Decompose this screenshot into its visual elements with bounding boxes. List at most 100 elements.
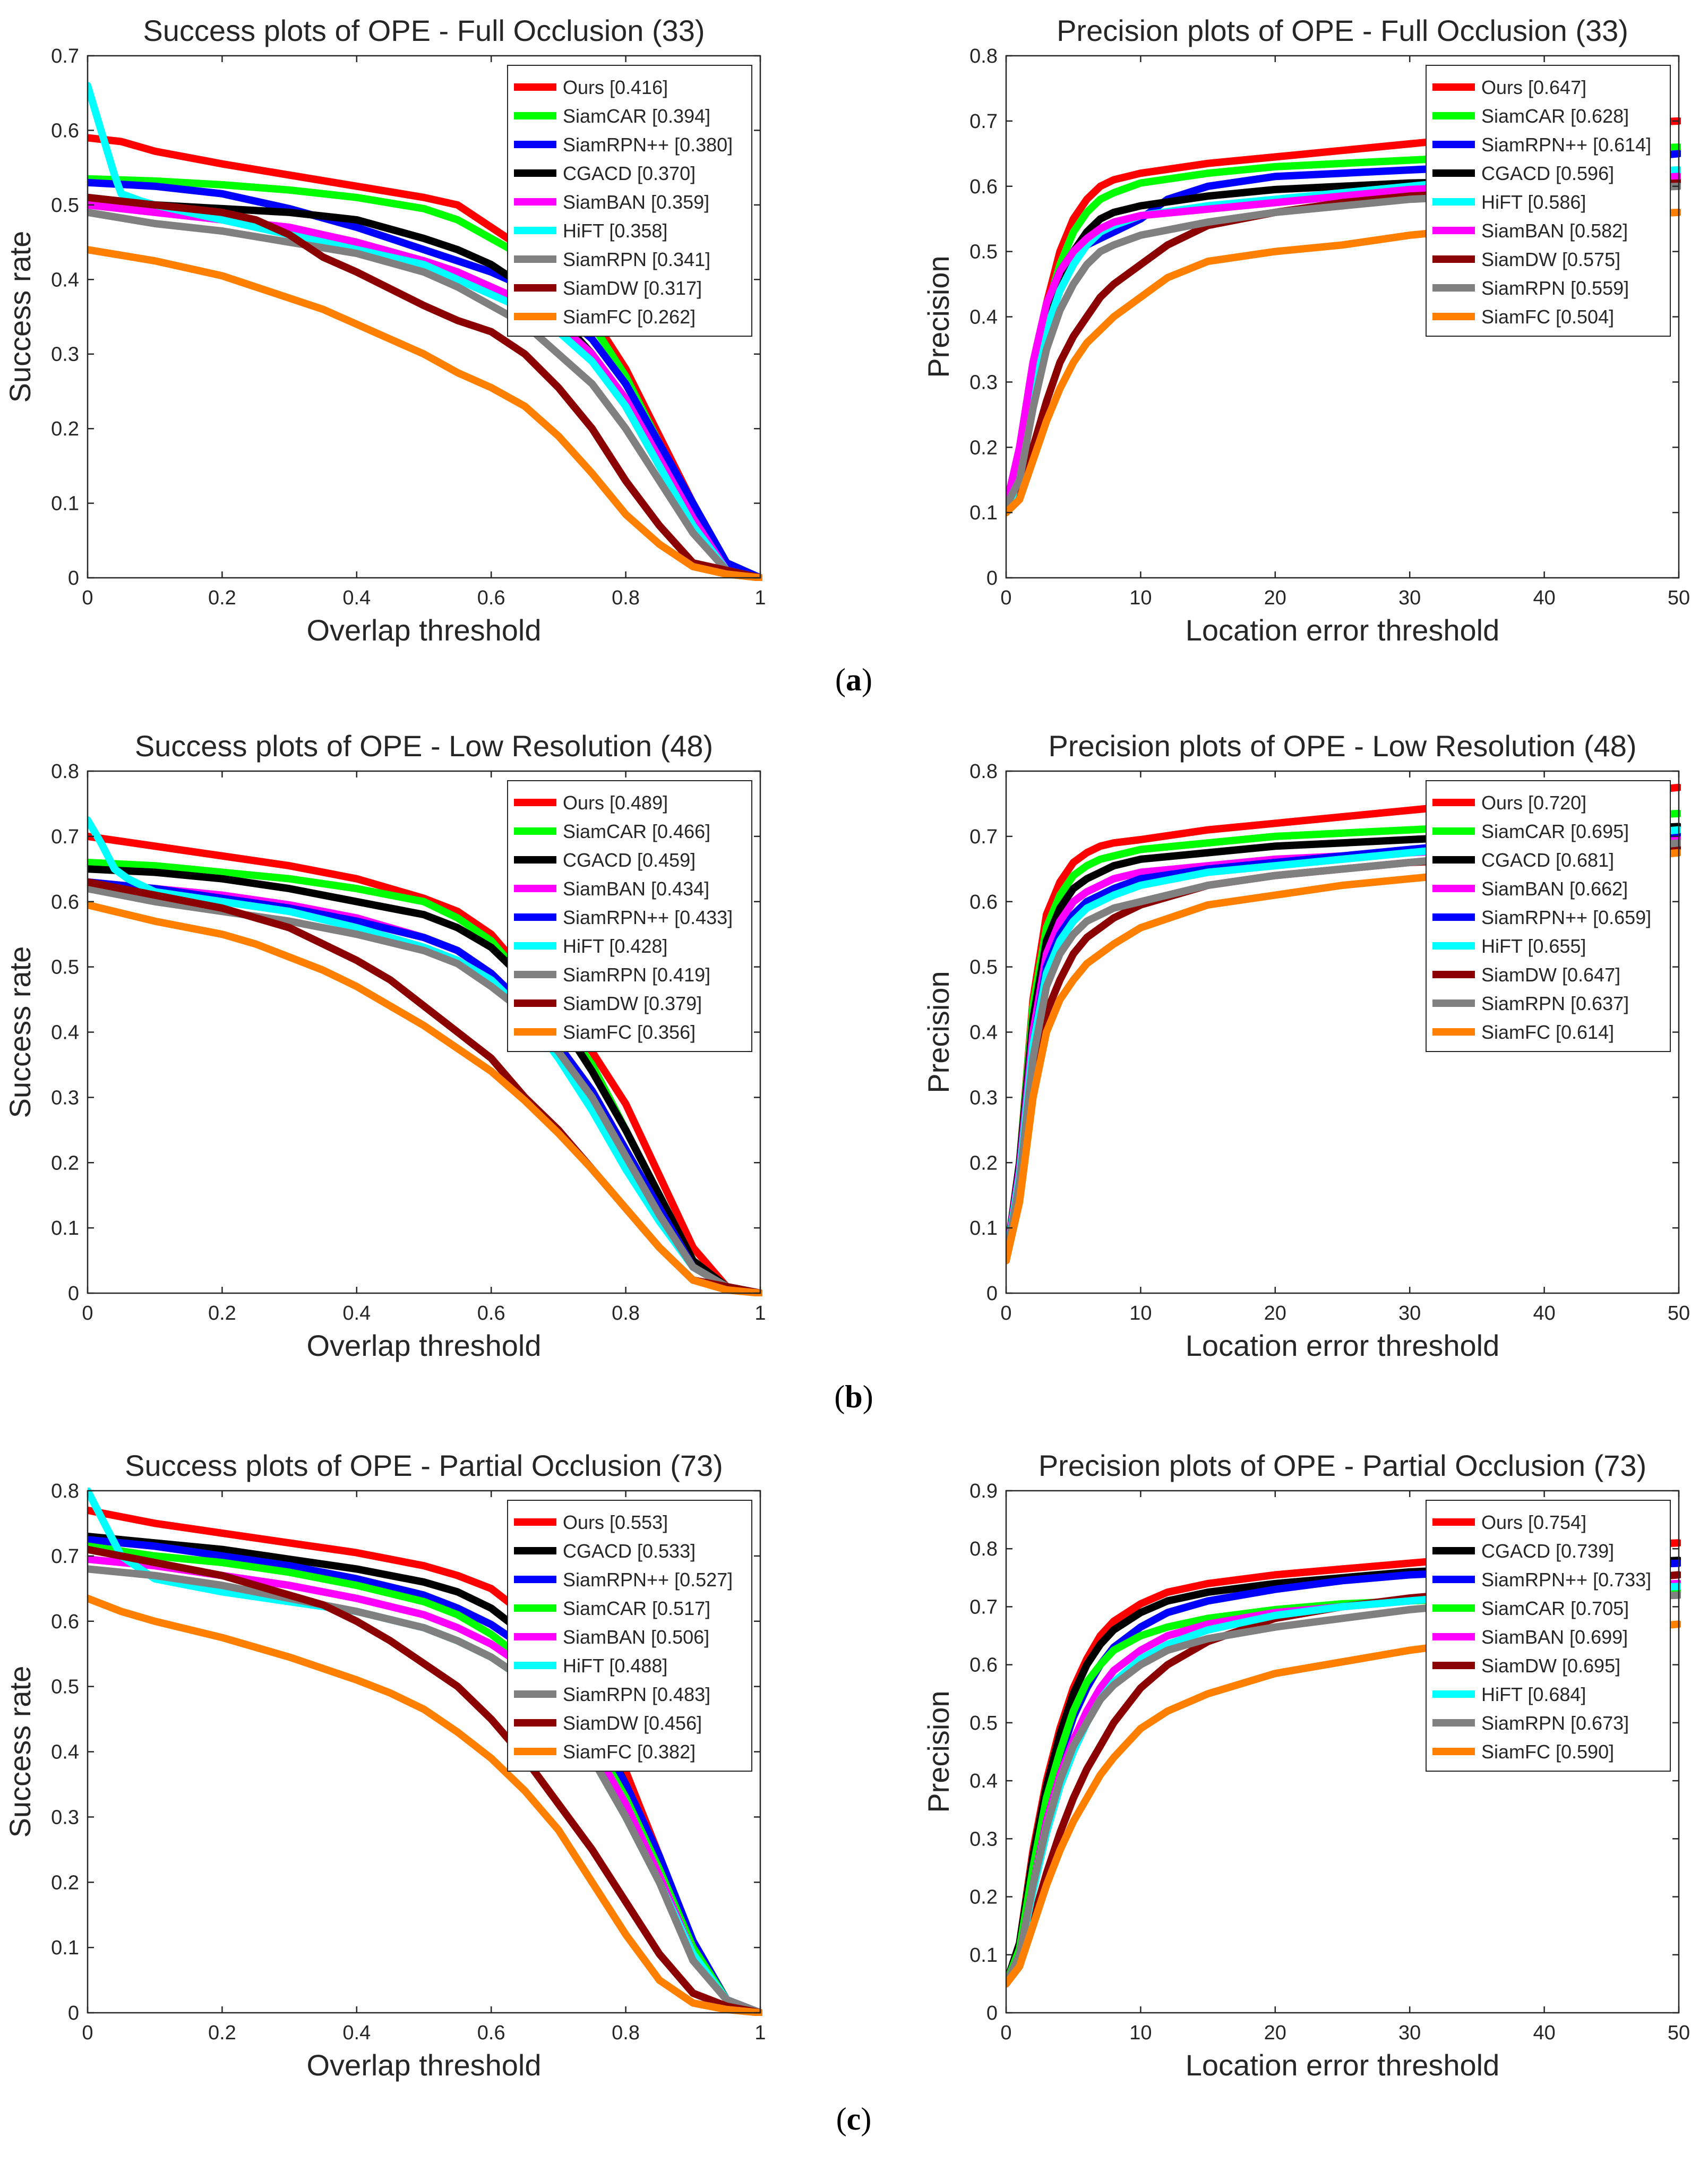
x-tick-label: 0.4: [342, 1302, 371, 1324]
y-tick-label: 0.6: [969, 176, 998, 198]
legend: Ours [0.416] SiamCAR [0.394] SiamRPN++ [0.…: [507, 65, 752, 337]
y-tick-label: 0.3: [969, 1087, 998, 1109]
x-tick-label: 0: [82, 587, 93, 609]
legend-entry: SiamDW [0.317]: [563, 277, 702, 299]
y-tick-label: 0.3: [969, 371, 998, 394]
legend: Ours [0.720] SiamCAR [0.695] CGACD [0.681]…: [1426, 780, 1671, 1052]
x-tick-label: 50: [1668, 1302, 1690, 1324]
x-tick-label: 0.6: [477, 2022, 505, 2044]
chart-title: Precision plots of OPE - Full Occlusion …: [1057, 14, 1628, 47]
y-tick-label: 0: [986, 567, 998, 589]
legend-entry: HiFT [0.428]: [563, 935, 667, 957]
x-tick-label: 0: [82, 1302, 93, 1324]
x-tick-label: 0.4: [342, 587, 371, 609]
y-tick-label: 0.4: [51, 1741, 79, 1764]
y-tick-label: 0.1: [969, 1217, 998, 1240]
y-tick-label: 0.7: [969, 826, 998, 848]
x-tick-label: 1: [754, 1302, 766, 1324]
x-tick-label: 0.6: [477, 587, 505, 609]
x-tick-label: 1: [754, 2022, 766, 2044]
y-tick-label: 0.7: [51, 1545, 79, 1568]
series-line-hift: [88, 82, 762, 581]
y-tick-label: 0.4: [51, 269, 79, 291]
legend-entry: Ours [0.754]: [1481, 1511, 1586, 1533]
x-axis-label: Location error threshold: [1186, 2048, 1499, 2082]
legend: Ours [0.489] SiamCAR [0.466] CGACD [0.459]…: [507, 780, 752, 1052]
legend-entry: SiamRPN++ [0.380]: [563, 134, 733, 156]
x-tick-label: 50: [1668, 587, 1690, 609]
y-tick-label: 0.4: [969, 1770, 998, 1792]
x-tick-label: 0: [1000, 587, 1011, 609]
legend-entry: CGACD [0.370]: [563, 163, 696, 184]
y-tick-label: 0.7: [51, 826, 79, 848]
x-tick-label: 0: [1000, 1302, 1011, 1324]
y-tick-label: 0.9: [969, 1480, 998, 1502]
x-axis-label: Location error threshold: [1186, 1329, 1499, 1362]
x-tick-label: 20: [1264, 2022, 1286, 2044]
y-tick-label: 0: [68, 567, 79, 589]
y-tick-label: 0.6: [51, 119, 79, 142]
x-tick-label: 0: [82, 2022, 93, 2044]
y-tick-label: 0.2: [969, 437, 998, 459]
x-tick-label: 10: [1129, 587, 1152, 609]
x-axis-label: Overlap threshold: [306, 1329, 541, 1362]
legend-entry: SiamFC [0.262]: [563, 306, 696, 328]
y-tick-label: 0.3: [51, 1087, 79, 1109]
x-tick-label: 30: [1398, 2022, 1421, 2044]
y-tick-label: 0.7: [51, 45, 79, 67]
y-tick-label: 0.1: [969, 1944, 998, 1967]
chart-b_precision: 0 10 20 30 40 50 0 0.1 0.2 0.3 0.4 0.5 0.6 0.7 0.8 Prec…: [922, 729, 1690, 1362]
series-line-siamfc: [88, 246, 762, 581]
y-tick-label: 0.6: [969, 1654, 998, 1677]
legend-entry: HiFT [0.586]: [1481, 191, 1586, 213]
x-tick-label: 1: [754, 587, 766, 609]
legend-entry: SiamCAR [0.517]: [563, 1597, 710, 1619]
legend-entry: SiamDW [0.575]: [1481, 249, 1620, 270]
legend: Ours [0.553] CGACD [0.533] SiamRPN++ [0.52…: [507, 1500, 752, 1772]
panel-label: (c): [836, 2101, 872, 2137]
legend-entry: SiamCAR [0.466]: [563, 821, 710, 842]
y-tick-label: 0.8: [969, 45, 998, 67]
legend: Ours [0.754] CGACD [0.739] SiamRPN++ [0.73…: [1426, 1500, 1671, 1772]
y-tick-label: 0.3: [51, 344, 79, 366]
y-tick-label: 0.1: [51, 493, 79, 515]
x-tick-label: 20: [1264, 1302, 1286, 1324]
y-axis-label: Precision: [922, 1690, 955, 1813]
y-tick-label: 0: [68, 2002, 79, 2024]
y-axis-label: Precision: [922, 971, 955, 1093]
y-tick-label: 0.2: [51, 1152, 79, 1174]
legend-entry: HiFT [0.655]: [1481, 935, 1586, 957]
legend-entry: SiamRPN [0.483]: [563, 1684, 710, 1705]
y-tick-label: 0.3: [969, 1828, 998, 1850]
x-tick-label: 30: [1398, 587, 1421, 609]
chart-title: Precision plots of OPE - Low Resolution …: [1048, 729, 1636, 763]
legend-entry: HiFT [0.488]: [563, 1655, 667, 1677]
y-tick-label: 0.2: [51, 1872, 79, 1894]
y-axis-label: Success rate: [3, 1666, 37, 1838]
legend-entry: SiamBAN [0.434]: [563, 878, 709, 900]
panel-label: (a): [835, 662, 872, 697]
y-tick-label: 0.1: [51, 1937, 79, 1959]
x-tick-label: 10: [1129, 1302, 1152, 1324]
legend-entry: Ours [0.720]: [1481, 792, 1586, 814]
y-tick-label: 0.8: [969, 1538, 998, 1560]
y-axis-label: Success rate: [3, 231, 37, 403]
y-tick-label: 0: [986, 2002, 998, 2024]
x-tick-label: 0: [1000, 2022, 1011, 2044]
x-tick-label: 50: [1668, 2022, 1690, 2044]
y-tick-label: 0: [986, 1283, 998, 1305]
legend-entry: CGACD [0.681]: [1481, 849, 1614, 871]
x-axis-label: Location error threshold: [1186, 613, 1499, 647]
chart-a_precision: 0 10 20 30 40 50 0 0.1 0.2 0.3 0.4 0.5 0.6 0.7 0.8 Prec…: [922, 14, 1690, 647]
y-tick-label: 0.2: [51, 418, 79, 440]
x-tick-label: 40: [1533, 1302, 1555, 1324]
legend-entry: SiamCAR [0.705]: [1481, 1597, 1629, 1619]
y-tick-label: 0.5: [969, 956, 998, 979]
x-tick-label: 40: [1533, 587, 1555, 609]
legend-entry: Ours [0.553]: [563, 1511, 668, 1533]
x-tick-label: 0.8: [612, 1302, 640, 1324]
y-tick-label: 0.1: [969, 502, 998, 524]
legend-entry: SiamCAR [0.394]: [563, 105, 710, 127]
series-line-siamdw: [88, 1545, 762, 2016]
y-tick-label: 0.1: [51, 1217, 79, 1240]
